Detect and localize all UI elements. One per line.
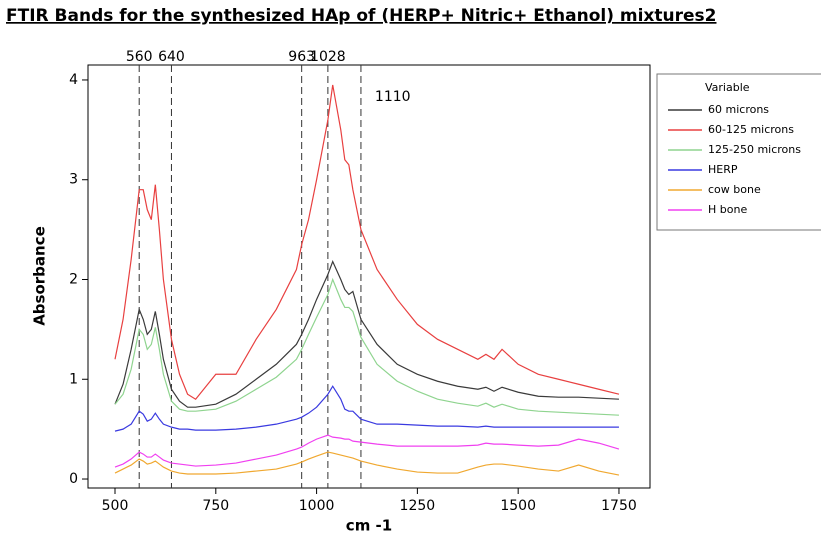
x-tick-label: 1250 bbox=[400, 498, 436, 514]
legend-label: H bone bbox=[708, 203, 747, 216]
reference-label: 1028 bbox=[310, 49, 346, 65]
legend-label: 60 microns bbox=[708, 103, 769, 116]
chart-title: FTIR Bands for the synthesized HAp of (H… bbox=[6, 6, 716, 26]
legend-label: 125-250 microns bbox=[708, 143, 801, 156]
y-tick-label: 1 bbox=[69, 371, 78, 387]
reference-label: 560 bbox=[126, 49, 153, 65]
legend-label: cow bone bbox=[708, 183, 761, 196]
x-tick-label: 1750 bbox=[601, 498, 637, 514]
legend-label: 60-125 microns bbox=[708, 123, 794, 136]
y-tick-label: 2 bbox=[69, 271, 78, 287]
x-tick-label: 1000 bbox=[299, 498, 335, 514]
reference-label: 640 bbox=[158, 49, 185, 65]
y-tick-label: 3 bbox=[69, 172, 78, 188]
series-line bbox=[114, 259, 619, 408]
y-axis-label: Absorbance bbox=[31, 226, 49, 326]
x-axis-label: cm -1 bbox=[346, 517, 392, 535]
x-tick-label: 500 bbox=[102, 498, 129, 514]
x-tick-label: 1500 bbox=[500, 498, 536, 514]
series-line bbox=[114, 385, 619, 432]
series-line bbox=[114, 451, 620, 476]
legend-box bbox=[656, 73, 821, 231]
plot-frame bbox=[87, 64, 651, 489]
reference-label: 1110 bbox=[375, 89, 411, 105]
legend-label: HERP bbox=[708, 163, 738, 176]
y-tick-label: 4 bbox=[69, 72, 78, 88]
series-line bbox=[114, 84, 620, 400]
x-tick-label: 750 bbox=[202, 498, 229, 514]
series-line bbox=[114, 277, 619, 416]
series-line bbox=[114, 434, 620, 468]
y-tick-label: 0 bbox=[69, 471, 78, 487]
reference-label: 963 bbox=[288, 49, 315, 65]
legend-title: Variable bbox=[705, 81, 750, 94]
